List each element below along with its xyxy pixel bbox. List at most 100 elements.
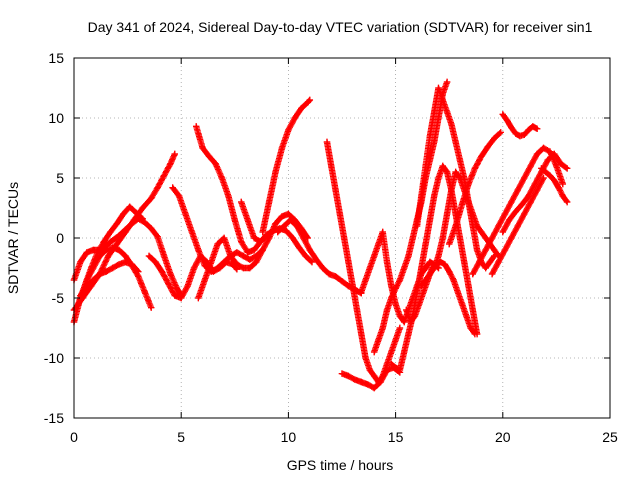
- data-point: [533, 125, 541, 132]
- data-point: [491, 246, 498, 254]
- data-point: [465, 282, 472, 290]
- data-point: [182, 210, 189, 218]
- data-point: [302, 252, 309, 260]
- data-point: [396, 312, 404, 320]
- data-point: [132, 209, 140, 216]
- data-point: [178, 294, 185, 302]
- data-point: [392, 300, 399, 308]
- data-point: [452, 138, 459, 146]
- data-point: [259, 228, 266, 236]
- data-point: [263, 232, 271, 239]
- data-point: [396, 276, 404, 284]
- plus-markers: [323, 138, 404, 386]
- data-point: [115, 261, 123, 268]
- data-point: [100, 238, 108, 245]
- data-point: [278, 213, 286, 220]
- data-point: [508, 234, 515, 242]
- data-point: [257, 238, 264, 245]
- y-tick-label: -15: [44, 410, 64, 426]
- data-point: [418, 192, 425, 200]
- data-point: [328, 162, 335, 170]
- data-point: [109, 237, 116, 244]
- data-point: [499, 111, 506, 118]
- data-point: [473, 222, 481, 230]
- series-track-16: [370, 78, 451, 356]
- data-point: [231, 216, 238, 224]
- series-track-05: [77, 258, 142, 299]
- data-point: [476, 258, 483, 266]
- data-point: [514, 222, 522, 230]
- series-track-14: [338, 364, 404, 392]
- data-point: [469, 210, 476, 218]
- data-point: [293, 222, 301, 230]
- data-point: [289, 234, 296, 242]
- data-point: [113, 220, 121, 227]
- data-point: [415, 300, 423, 308]
- data-point: [362, 354, 369, 362]
- data-point: [400, 318, 408, 326]
- data-point: [280, 222, 288, 230]
- data-point: [388, 294, 395, 302]
- data-point: [450, 276, 457, 284]
- data-point: [122, 228, 129, 236]
- y-tick-label: 0: [56, 230, 64, 246]
- data-point: [370, 384, 378, 392]
- data-point: [171, 150, 178, 158]
- data-point: [525, 126, 532, 134]
- data-point: [336, 210, 344, 218]
- data-point: [145, 252, 153, 260]
- data-point: [426, 216, 434, 224]
- series-track-04: [75, 203, 146, 308]
- x-tick-label: 25: [602, 429, 618, 445]
- x-tick-label: 20: [495, 429, 511, 445]
- data-point: [454, 288, 461, 296]
- data-point: [446, 240, 453, 248]
- data-point: [422, 240, 429, 248]
- data-point: [383, 258, 391, 266]
- data-point: [272, 168, 279, 176]
- data-point: [503, 117, 511, 124]
- data-point: [214, 240, 221, 248]
- data-point: [512, 130, 519, 137]
- data-point: [244, 249, 251, 256]
- data-point: [169, 184, 176, 191]
- data-point: [452, 222, 459, 230]
- data-point: [167, 270, 174, 278]
- data-point: [139, 215, 146, 222]
- data-point: [435, 114, 442, 122]
- data-point: [439, 162, 446, 170]
- data-point: [396, 324, 404, 332]
- data-point: [426, 132, 434, 140]
- data-point: [323, 138, 331, 146]
- series-track-17: [388, 162, 481, 374]
- data-point: [426, 270, 434, 278]
- data-point: [458, 300, 466, 308]
- data-point: [403, 306, 410, 314]
- data-point: [165, 280, 172, 287]
- data-point: [418, 282, 425, 290]
- data-point: [379, 324, 386, 332]
- series-track-25: [499, 150, 571, 236]
- data-point: [411, 312, 419, 320]
- data-point: [90, 246, 97, 254]
- data-point: [188, 228, 196, 236]
- data-point: [430, 264, 438, 272]
- data-point: [370, 372, 378, 380]
- y-tick-label: 10: [48, 110, 64, 126]
- data-point: [184, 282, 191, 290]
- data-point: [135, 268, 142, 275]
- data-point: [298, 105, 305, 112]
- data-point: [546, 148, 554, 155]
- data-point: [478, 228, 485, 236]
- data-point: [388, 282, 395, 290]
- data-point: [405, 252, 412, 260]
- data-point: [233, 261, 241, 268]
- data-point: [518, 201, 526, 208]
- series-track-23: [488, 174, 547, 278]
- data-point: [516, 132, 524, 140]
- data-point: [340, 234, 348, 242]
- data-point: [422, 276, 429, 284]
- data-point: [430, 108, 438, 116]
- data-point: [525, 192, 532, 200]
- data-point: [388, 348, 395, 356]
